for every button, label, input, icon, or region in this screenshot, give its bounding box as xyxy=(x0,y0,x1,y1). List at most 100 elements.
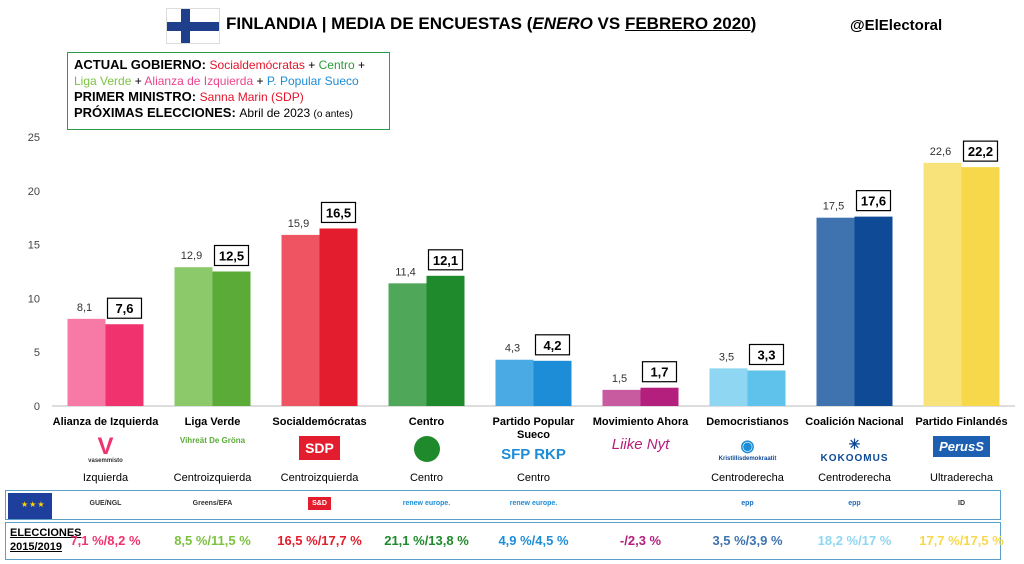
bar-febrero xyxy=(961,167,1000,406)
ideology-label: Centroderecha xyxy=(818,472,891,484)
party-logo-icon: SDP xyxy=(265,436,375,460)
category-label: Liga Verde xyxy=(184,416,241,428)
party-logo-icon: Vihreät De Gröna xyxy=(179,436,246,445)
data-label-febrero: 16,5 xyxy=(326,205,351,220)
party-logo-icon: PerusS xyxy=(907,436,1017,457)
bar-enero xyxy=(67,318,106,406)
y-tick-label: 25 xyxy=(28,132,40,144)
y-tick-label: 15 xyxy=(28,240,40,252)
category-label: Partido Popular Sueco xyxy=(492,416,575,441)
eu-group-logo-icon: S&D xyxy=(265,497,375,510)
data-label-enero: 15,9 xyxy=(288,218,309,230)
data-label-enero: 8,1 xyxy=(77,302,92,314)
eu-group-logo-icon: epp xyxy=(741,500,754,507)
party-logo-icon: Liike Nyt xyxy=(611,436,670,453)
election-result: -/2,3 % xyxy=(619,533,662,548)
data-label-box xyxy=(855,190,892,212)
bar-febrero xyxy=(212,271,251,406)
data-label-febrero: 7,6 xyxy=(115,301,133,316)
government-info-box: ACTUAL GOBIERNO: Socialdemócratas + Cent… xyxy=(67,52,390,130)
election-result: 21,1 %/13,8 % xyxy=(384,533,469,548)
y-tick-label: 5 xyxy=(34,347,40,359)
data-label-box xyxy=(320,201,357,224)
data-label-febrero: 12,1 xyxy=(433,253,458,268)
bar-enero xyxy=(281,234,320,406)
bar-enero xyxy=(709,368,748,406)
data-label-box xyxy=(213,244,250,267)
data-label-box xyxy=(748,343,785,366)
eu-groups-row xyxy=(5,490,1001,520)
data-label-febrero: 22,2 xyxy=(968,144,993,159)
ideology-label: Centroizquierda xyxy=(173,472,252,484)
data-label-febrero: 12,5 xyxy=(219,249,244,264)
data-label-box xyxy=(106,297,143,319)
election-result: 16,5 %/17,7 % xyxy=(277,533,362,548)
election-result: 3,5 %/3,9 % xyxy=(712,533,783,548)
election-result: 18,2 %/17 % xyxy=(817,533,892,548)
election-result: 7,1 %/8,2 % xyxy=(70,533,141,548)
page-title: FINLANDIA | MEDIA DE ENCUESTAS (ENERO VS… xyxy=(226,14,757,33)
ideology-label: Ultraderecha xyxy=(930,472,993,484)
ideology-label: Centro xyxy=(409,472,444,484)
party-logo-icon: ◉ Kristillisdemokraatit xyxy=(718,438,777,462)
eu-group-logo-icon: Greens/EFA xyxy=(192,500,233,507)
election-result: 8,5 %/11,5 % xyxy=(174,533,251,548)
bar-enero xyxy=(495,359,534,406)
category-label: Socialdemócratas xyxy=(272,416,367,428)
bar-febrero xyxy=(319,228,358,406)
party-logo-icon: SFP RKP xyxy=(501,446,566,463)
eu-group-logo-icon: ID xyxy=(958,500,965,507)
data-label-box xyxy=(641,361,678,383)
data-label-febrero: 3,3 xyxy=(757,347,775,362)
elections-row xyxy=(5,522,1001,560)
data-label-box xyxy=(534,334,571,356)
bar-febrero xyxy=(640,387,679,406)
data-label-enero: 11,4 xyxy=(395,266,416,278)
bar-febrero xyxy=(533,360,572,406)
ideology-label: Centro xyxy=(516,472,551,484)
data-label-enero: 4,3 xyxy=(505,343,520,355)
ideology-label: Izquierda xyxy=(82,472,129,484)
data-label-enero: 1,5 xyxy=(612,373,627,385)
party-logo-icon xyxy=(372,436,482,466)
author-handle: @ElElectoral xyxy=(850,17,943,34)
eu-group-logo-icon: GUE/NGL xyxy=(89,500,122,507)
data-label-febrero: 1,7 xyxy=(650,365,668,380)
eu-flag-icon: ★★★ xyxy=(8,493,52,519)
eu-group-logo-icon: renew europe. xyxy=(402,500,451,507)
bar-enero xyxy=(174,267,213,406)
bar-febrero xyxy=(747,370,786,406)
elections-label: ELECCIONES 2015/2019 xyxy=(10,527,82,553)
category-label: Movimiento Ahora xyxy=(592,416,689,428)
category-label: Partido Finlandés xyxy=(915,416,1008,428)
bar-enero xyxy=(816,217,855,406)
data-label-enero: 22,6 xyxy=(930,146,951,158)
bar-febrero xyxy=(426,275,465,406)
election-result: 17,7 %/17,5 % xyxy=(919,533,1004,548)
ideology-label: Centroizquierda xyxy=(280,472,359,484)
data-label-enero: 3,5 xyxy=(719,351,734,363)
ideology-label: Centroderecha xyxy=(711,472,784,484)
data-label-box xyxy=(427,249,464,271)
bar-enero xyxy=(388,283,427,406)
eu-group-logo-icon: epp xyxy=(848,500,861,507)
category-label: Coalición Nacional xyxy=(805,416,904,428)
bar-febrero xyxy=(105,324,144,406)
eu-group-logo-icon: renew europe. xyxy=(509,500,558,507)
party-logo-icon: ✳ KOKOOMUS xyxy=(820,436,889,464)
category-label: Alianza de Izquierda xyxy=(52,416,159,428)
finland-flag-icon xyxy=(166,8,220,44)
data-label-box xyxy=(962,140,999,162)
y-tick-label: 20 xyxy=(28,186,40,198)
y-tick-label: 0 xyxy=(34,401,40,413)
data-label-febrero: 4,2 xyxy=(543,338,561,353)
category-label: Centro xyxy=(408,416,445,428)
category-label: Democristianos xyxy=(706,416,789,428)
bar-febrero xyxy=(854,216,893,406)
data-label-febrero: 17,6 xyxy=(861,194,886,209)
data-label-enero: 17,5 xyxy=(823,201,844,213)
bar-enero xyxy=(923,162,962,406)
data-label-enero: 12,9 xyxy=(181,250,202,262)
